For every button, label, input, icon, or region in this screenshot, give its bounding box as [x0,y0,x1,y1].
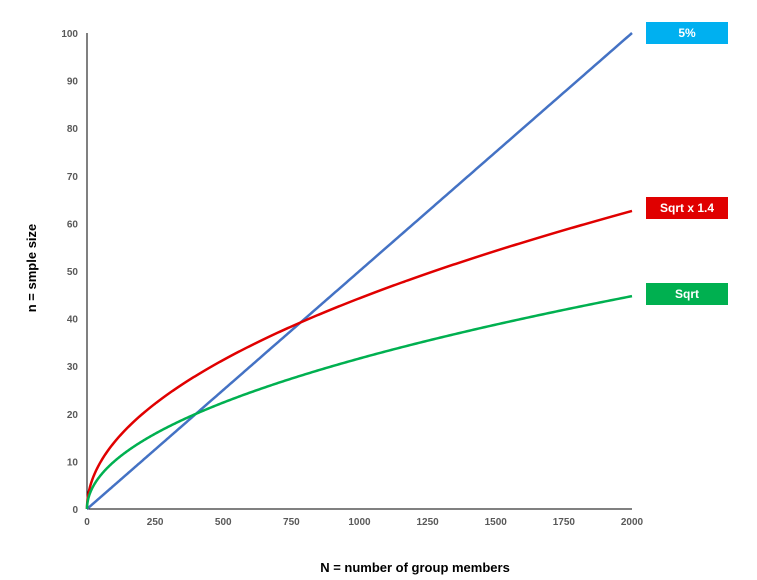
y-tick-label: 50 [67,267,79,278]
y-axis-ticks: 0 10 20 30 40 50 60 70 80 90 100 [61,29,78,516]
y-tick-label: 20 [67,410,79,421]
x-tick-label: 250 [147,517,164,528]
y-tick-label: 60 [67,219,79,230]
x-tick-label: 1750 [553,517,576,528]
y-tick-label: 70 [67,172,79,183]
series-line-sqrt-x-1-4 [85,209,633,509]
x-axis-title: N = number of group members [320,560,510,575]
y-tick-label: 90 [67,77,79,88]
x-tick-label: 750 [283,517,300,528]
series-layer [85,32,633,511]
legend-item-sqrt-x-1-4: Sqrt x 1.4 [646,197,728,219]
y-tick-label: 80 [67,124,79,135]
legend-item-sqrt: Sqrt [646,283,728,305]
series-line-5 [86,32,633,511]
y-tick-label: 30 [67,362,79,373]
x-tick-label: 0 [84,517,90,528]
y-axis-title: n = smple size [24,224,39,313]
x-tick-label: 1250 [417,517,440,528]
x-axis-ticks: 0 250 500 750 1000 1250 1500 1750 2000 [84,517,643,528]
y-tick-label: 100 [61,29,78,40]
series-line-sqrt [85,294,633,509]
y-tick-label: 10 [67,457,79,468]
x-tick-label: 1500 [485,517,508,528]
y-tick-label: 0 [72,505,78,516]
legend-item-5-percent: 5% [646,22,728,44]
x-tick-label: 1000 [348,517,371,528]
x-tick-label: 500 [215,517,232,528]
x-tick-label: 2000 [621,517,644,528]
y-tick-label: 40 [67,315,79,326]
